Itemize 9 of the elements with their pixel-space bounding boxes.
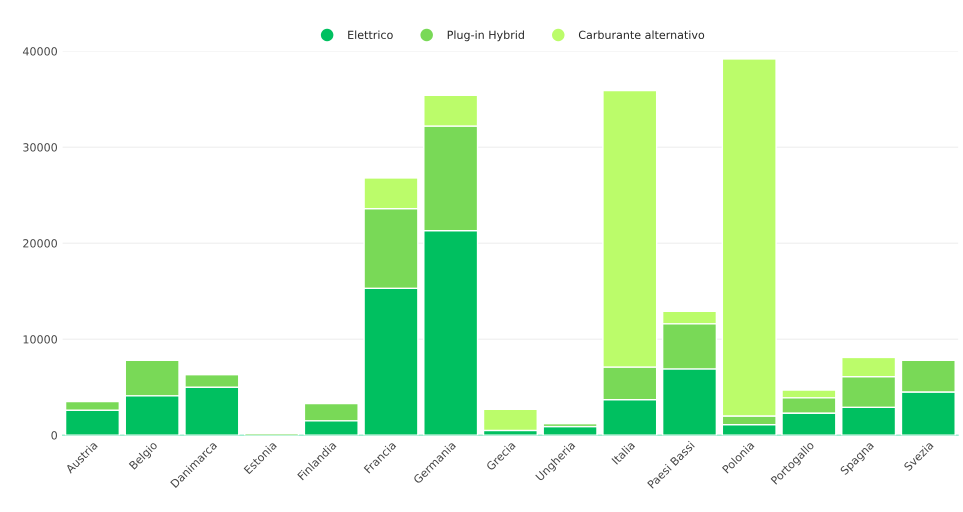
legend-label: Elettrico	[348, 30, 393, 40]
y-tick-label: 0	[51, 431, 57, 440]
y-tick-label: 40000	[22, 47, 57, 56]
y-tick-label: 20000	[23, 239, 57, 248]
bar	[482, 408, 538, 432]
y-tick-label: 30000	[23, 143, 57, 152]
legend-label: Carburante alternativo	[578, 30, 704, 40]
legend-label: Plug-in Hybrid	[448, 30, 524, 42]
y-tick-label: 10000	[24, 335, 57, 344]
